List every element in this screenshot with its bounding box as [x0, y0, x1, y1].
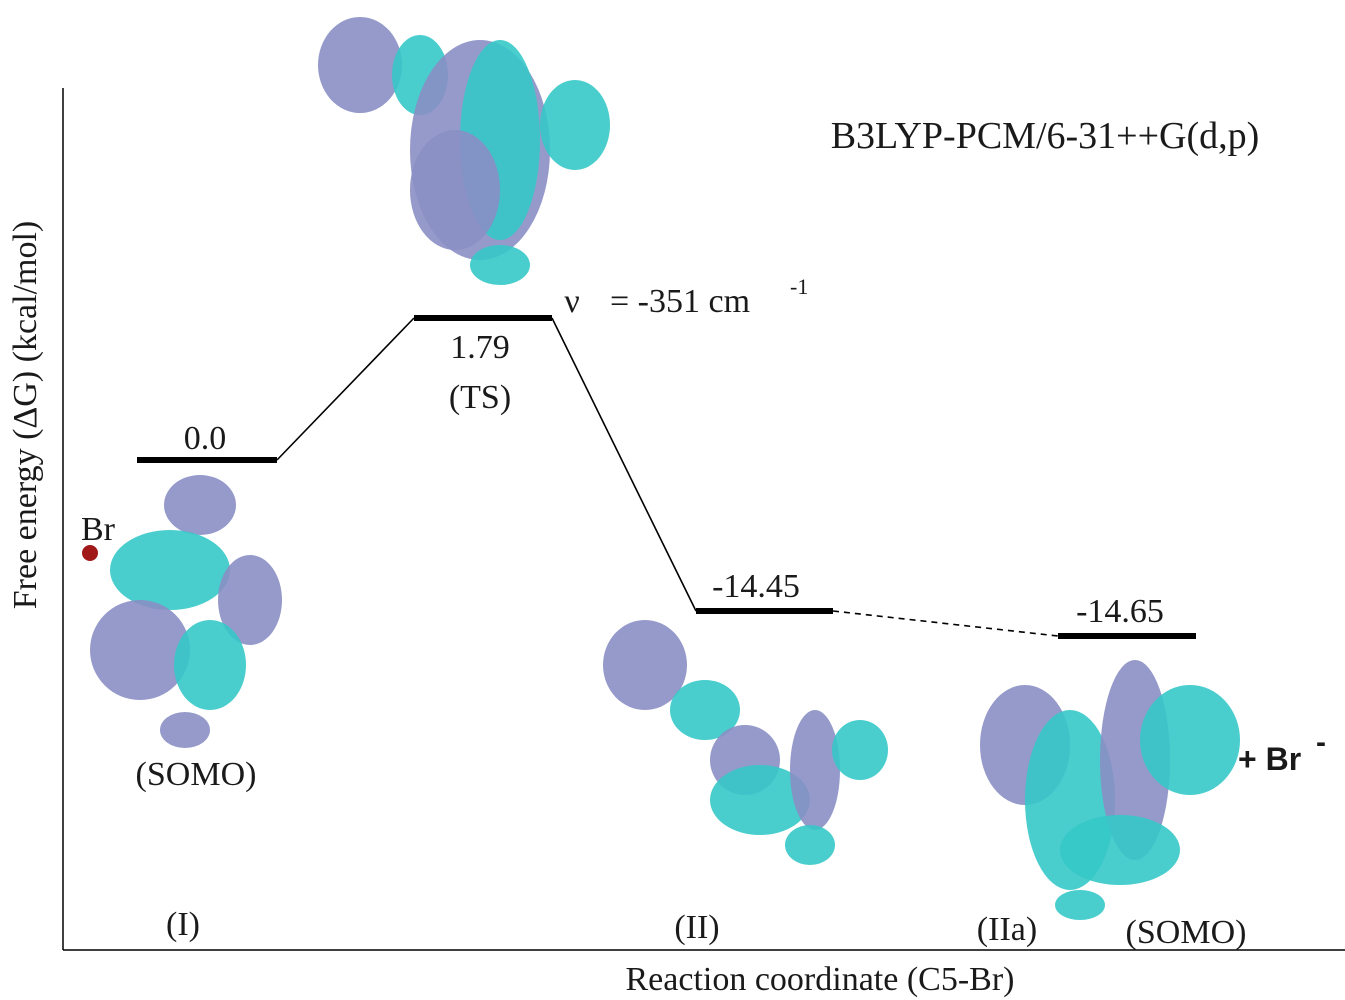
species-label: (IIa)	[977, 911, 1037, 948]
species-label: (TS)	[449, 379, 511, 416]
energy-diagram: Free energy (ΔG) (kcal/mol) Reaction coo…	[0, 0, 1345, 1000]
energy-value: 1.79	[450, 329, 510, 366]
orbital-ii	[603, 620, 888, 865]
orbital-iia	[980, 660, 1240, 920]
y-axis-label: Free energy (ΔG) (kcal/mol)	[7, 221, 44, 609]
orbital-label: (SOMO)	[1126, 914, 1247, 951]
method-label: B3LYP-PCM/6-31++G(d,p)	[831, 115, 1260, 157]
x-axis-label: Reaction coordinate (C5-Br)	[626, 961, 1015, 998]
connector	[552, 318, 696, 611]
product-label: + Br	[1238, 741, 1301, 777]
product-superscript: -	[1316, 726, 1326, 759]
orbital-label: (SOMO)	[136, 756, 257, 793]
connector	[833, 611, 1058, 636]
connector	[277, 318, 414, 460]
species-label: (I)	[166, 906, 200, 943]
energy-value: -14.65	[1076, 593, 1164, 630]
atom-label: Br	[81, 511, 116, 548]
species-label: (II)	[674, 909, 719, 946]
frequency-text: = -351 cm	[610, 283, 750, 320]
orbital-ts	[318, 17, 610, 285]
energy-value: -14.45	[712, 568, 800, 605]
energy-value: 0.0	[184, 420, 227, 457]
frequency-symbol: ν	[564, 283, 579, 320]
frequency-superscript: -1	[790, 274, 808, 299]
